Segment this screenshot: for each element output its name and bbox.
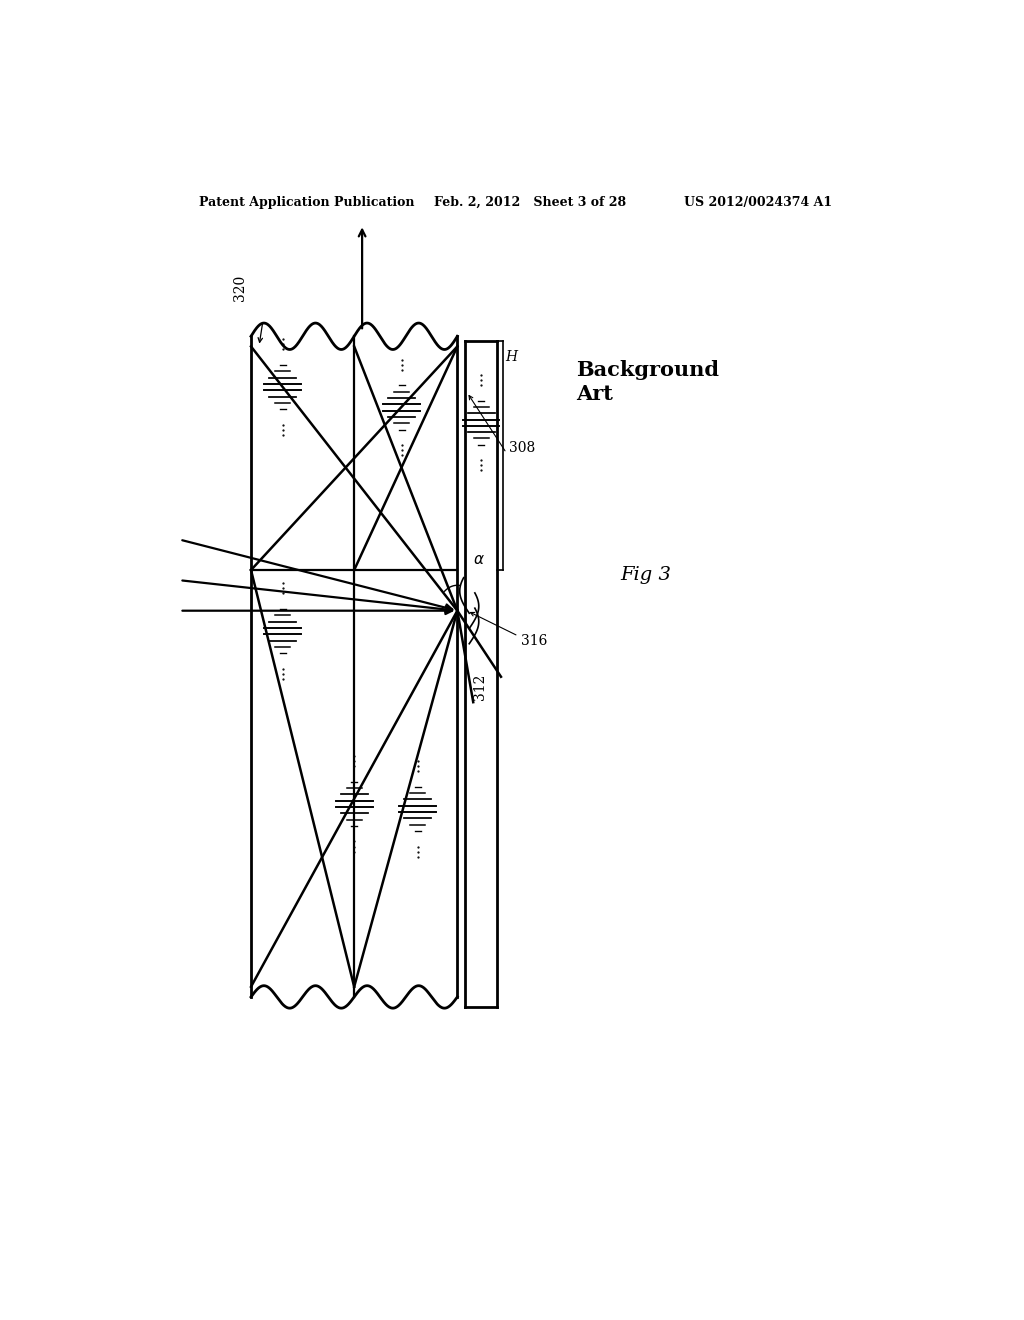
Text: Feb. 2, 2012   Sheet 3 of 28: Feb. 2, 2012 Sheet 3 of 28	[433, 195, 626, 209]
Text: Patent Application Publication: Patent Application Publication	[200, 195, 415, 209]
Text: $\alpha$: $\alpha$	[473, 553, 485, 566]
Text: Fig 3: Fig 3	[620, 566, 671, 585]
Text: US 2012/0024374 A1: US 2012/0024374 A1	[684, 195, 831, 209]
Text: H: H	[505, 350, 517, 363]
Text: 308: 308	[509, 441, 536, 455]
Text: 320: 320	[233, 275, 247, 301]
Text: 316: 316	[521, 634, 547, 648]
Text: Background
Art: Background Art	[577, 359, 720, 404]
Text: 312: 312	[473, 673, 487, 700]
